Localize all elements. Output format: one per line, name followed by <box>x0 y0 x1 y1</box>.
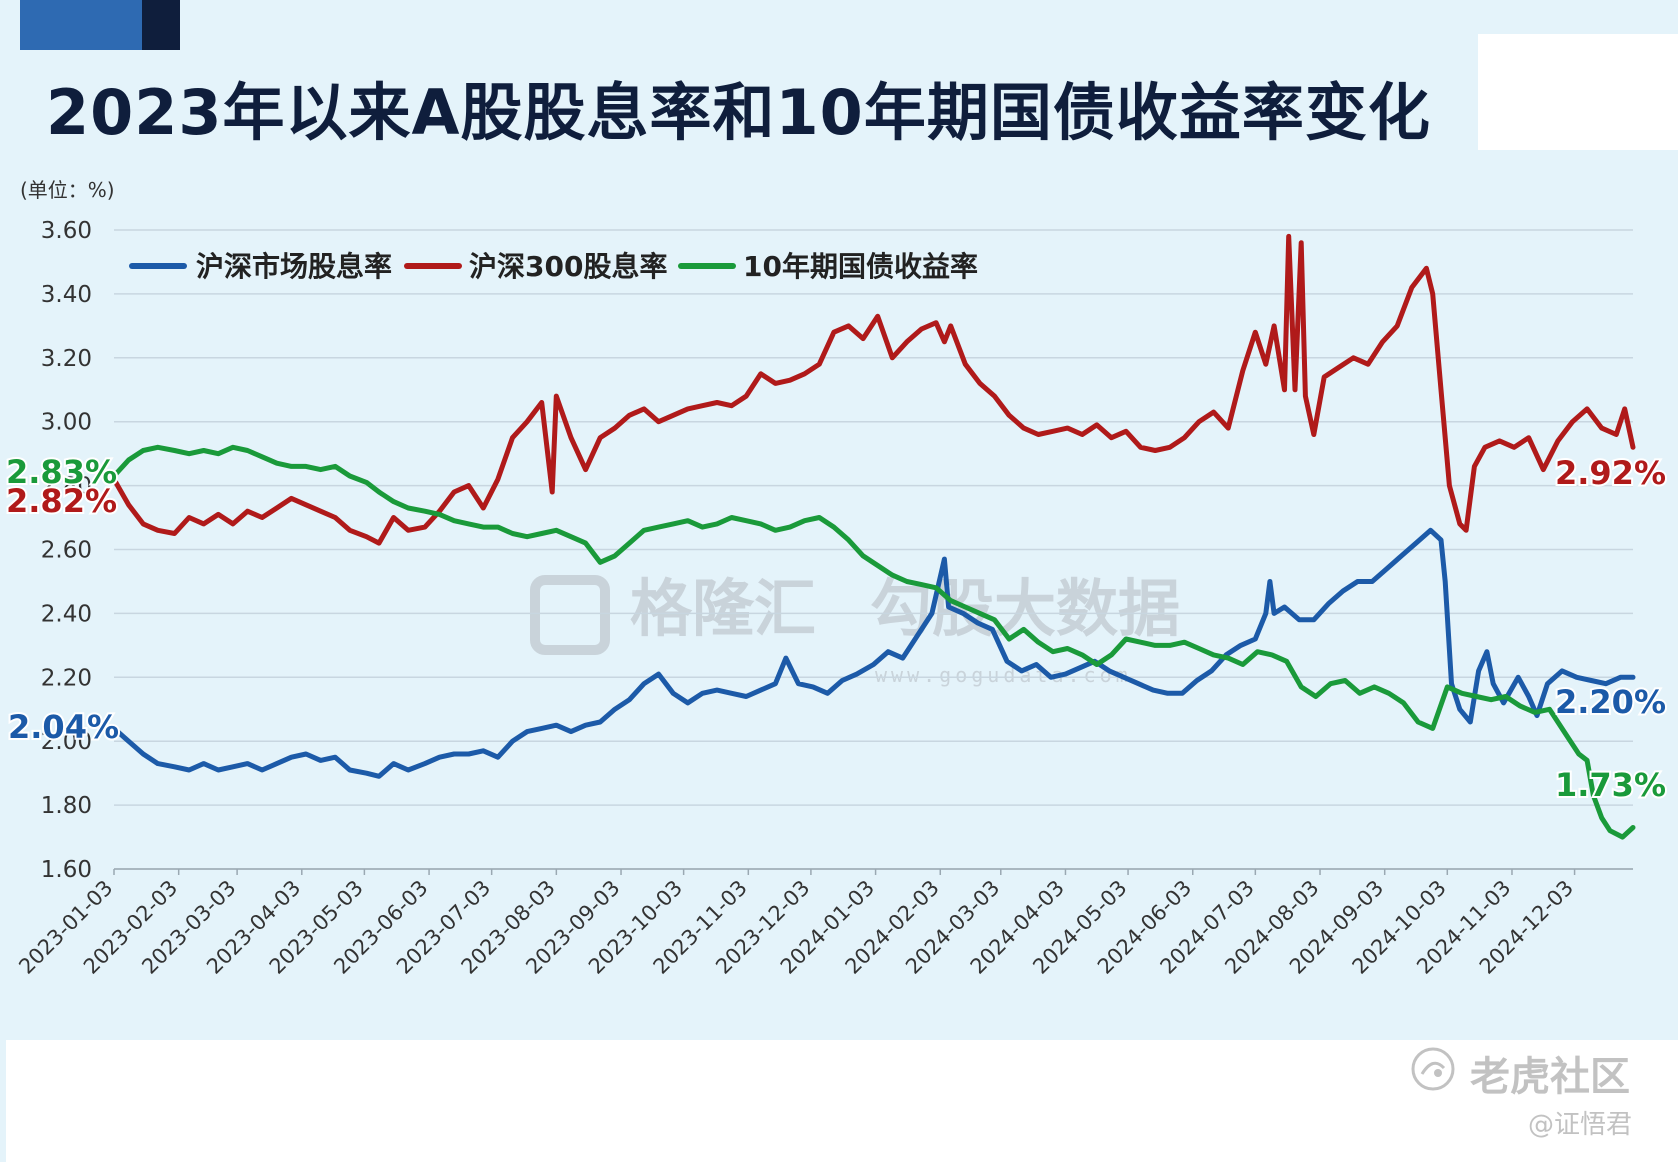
header-accent-blue <box>20 0 142 50</box>
legend-label: 沪深300股息率 <box>469 250 667 283</box>
y-tick-label: 2.00 <box>41 729 92 755</box>
y-tick-label: 3.60 <box>41 218 92 244</box>
series-end-label-blue: 2.20% <box>1555 683 1666 721</box>
series-lines <box>111 233 1636 840</box>
y-tick-label: 3.20 <box>41 346 92 372</box>
watermark-left: 格隆汇 <box>630 572 816 645</box>
series-line-blue <box>111 527 1636 779</box>
y-axis-ticks: 1.60 1.80 2.00 2.20 2.40 2.60 2.80 3.00 3.20 3.40… <box>41 218 92 883</box>
header-white-box <box>1478 34 1678 150</box>
legend-label: 10年期国债收益率 <box>743 250 978 283</box>
grid-lines <box>114 229 1633 870</box>
x-axis-ticks: 2023-01-032023-02-032023-03-032023-04-03… <box>14 869 1578 979</box>
series-end-label-green: 1.73% <box>1555 766 1666 804</box>
series-end-label-red: 2.92% <box>1555 454 1666 492</box>
legend-label: 沪深市场股息率 <box>196 250 392 283</box>
series-start-label-blue: 2.04% <box>8 708 119 746</box>
y-tick-label: 1.60 <box>41 857 92 883</box>
y-tick-label: 2.80 <box>41 474 92 500</box>
watermark-url: www.gogudata.com <box>875 663 1132 687</box>
footer-band <box>6 1040 1678 1162</box>
series-start-label-green: 2.83% <box>6 453 117 491</box>
y-tick-label: 2.40 <box>41 601 92 627</box>
legend: 沪深市场股息率 沪深300股息率 10年期国债收益率 <box>129 250 978 283</box>
tiger-community-logo: 老虎社区 <box>1470 1054 1630 1100</box>
series-line-green <box>111 444 1636 840</box>
author-watermark: @证悟君 <box>1528 1110 1633 1140</box>
y-tick-label: 3.40 <box>41 282 92 308</box>
series-line-red <box>111 233 1636 546</box>
tiger-community-icon <box>1411 1047 1455 1091</box>
y-tick-label: 1.80 <box>41 793 92 819</box>
unit-label: (单位：%) <box>20 178 115 202</box>
page-title: 2023年以来A股股息率和10年期国债收益率变化 <box>46 76 1431 149</box>
series-end-labels: 2.04% 2.20% 2.82% 2.92% 2.83% 1.73% <box>4 451 1668 806</box>
y-tick-label: 2.20 <box>41 665 92 691</box>
y-tick-label: 3.00 <box>41 410 92 436</box>
series-start-label-red: 2.82% <box>6 482 117 520</box>
watermark-logo-mark <box>530 575 610 655</box>
y-tick-label: 2.60 <box>41 538 92 564</box>
